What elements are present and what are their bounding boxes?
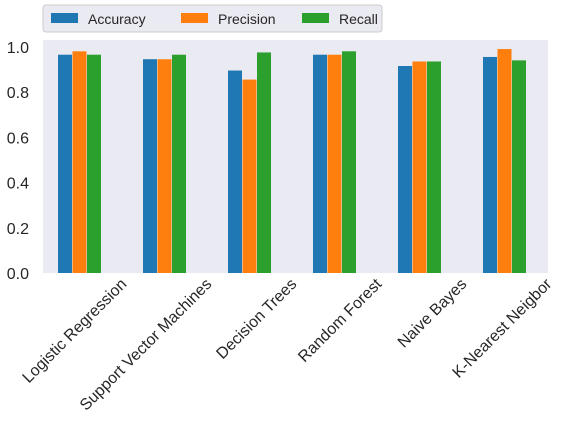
- bar-accuracy-5: [483, 56, 497, 273]
- bar-precision-2: [242, 79, 257, 274]
- plot-background: [43, 40, 548, 273]
- legend: Accuracy Precision Recall: [42, 4, 383, 33]
- legend-swatch-accuracy: [51, 13, 78, 23]
- y-tick-label: 1.0: [7, 40, 29, 57]
- bar-recall-2: [257, 52, 271, 274]
- y-tick-label: 0.8: [7, 85, 29, 102]
- legend-swatch-recall: [302, 13, 329, 23]
- legend-label-accuracy: Accuracy: [88, 11, 146, 27]
- bar-accuracy-0: [58, 54, 72, 273]
- bar-precision-0: [72, 51, 87, 273]
- y-tick-label: 0.0: [7, 266, 29, 283]
- bar-precision-4: [412, 61, 427, 273]
- bar-recall-0: [87, 54, 101, 273]
- legend-box: [42, 4, 383, 33]
- bar-precision-3: [327, 54, 342, 273]
- bar-recall-1: [172, 54, 186, 273]
- x-tick-label: Decision Trees: [213, 276, 300, 363]
- bar-accuracy-3: [313, 54, 327, 273]
- bar-recall-3: [342, 51, 356, 273]
- bar-accuracy-2: [228, 70, 242, 273]
- bar-recall-5: [512, 60, 526, 273]
- x-tick-label: Random Forest: [295, 275, 385, 365]
- bars-group: [58, 49, 526, 274]
- legend-swatch-precision: [181, 13, 208, 23]
- bar-recall-4: [427, 61, 441, 273]
- x-tick-label: Naive Bayes: [395, 276, 471, 352]
- bar-precision-1: [157, 59, 172, 274]
- bar-precision-5: [497, 49, 512, 274]
- y-axis: 0.0 0.2 0.4 0.6 0.8 1.0: [7, 40, 29, 283]
- y-tick-label: 0.2: [7, 221, 29, 238]
- legend-label-recall: Recall: [339, 11, 378, 27]
- bar-accuracy-4: [398, 66, 412, 274]
- bar-accuracy-1: [143, 59, 157, 274]
- y-tick-label: 0.6: [7, 130, 29, 147]
- y-tick-label: 0.4: [7, 176, 29, 193]
- legend-label-precision: Precision: [218, 11, 276, 27]
